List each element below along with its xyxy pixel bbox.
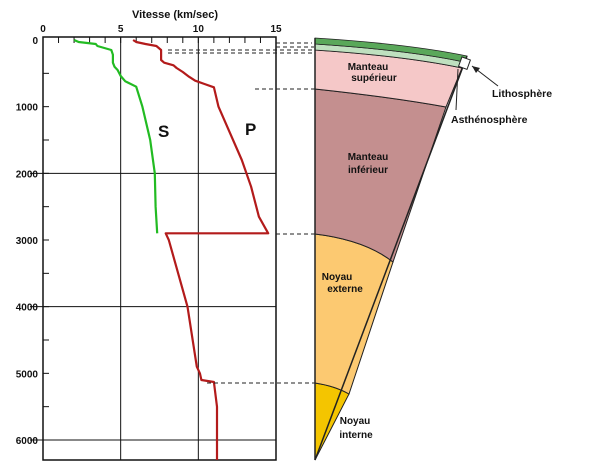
asthenosphere-callout-line	[455, 68, 459, 111]
asthenosphere-callout-label: Asthénosphère	[451, 114, 528, 126]
label-outer-core-line2: externe	[327, 284, 363, 295]
label-lower-mantle-line2: inférieur	[348, 165, 388, 176]
x-tick-labels: 0 5 10 15	[40, 24, 282, 35]
x-tick-label-0: 0	[40, 24, 46, 35]
lithosphere-callout-label: Lithosphère	[492, 88, 552, 100]
y-tick-label-6000: 6000	[16, 436, 39, 447]
y-tick-label-3000: 3000	[16, 236, 39, 247]
layer-outer-core	[314, 233, 394, 395]
label-outer-core-line1: Noyau	[322, 272, 353, 283]
x-tick-label-10: 10	[193, 24, 205, 35]
p-series-label: P	[245, 120, 256, 139]
wedge-right-edge	[314, 55, 468, 461]
label-inner-core-line1: Noyau	[340, 416, 371, 427]
s-series-label: S	[158, 122, 169, 141]
axis-ticks	[43, 37, 261, 441]
label-lower-mantle-line1: Manteau	[348, 152, 389, 163]
x-tick-label-5: 5	[118, 24, 124, 35]
y-tick-label-2000: 2000	[16, 169, 39, 180]
label-upper-mantle-line1: Manteau	[348, 62, 389, 73]
boundary-connectors	[168, 42, 315, 384]
y-tick-label-4000: 4000	[16, 303, 39, 314]
plot-frame	[42, 36, 277, 461]
x-tick-label-15: 15	[270, 24, 282, 35]
lithosphere-arrowhead	[472, 66, 480, 73]
p-wave-velocity-curve	[132, 39, 270, 460]
earth-cross-section	[314, 37, 472, 461]
y-tick-label-5000: 5000	[16, 369, 39, 380]
y-tick-label-1000: 1000	[16, 103, 39, 114]
chart-title: Vitesse (km/sec)	[132, 9, 218, 21]
label-upper-mantle-line2: supérieur	[351, 73, 397, 84]
s-wave-velocity-curve	[73, 38, 159, 234]
y-tick-labels: 0 1000 2000 3000 4000 5000 6000	[16, 36, 39, 447]
lithosphere-inset-box	[457, 56, 472, 71]
label-inner-core-line2: interne	[339, 430, 373, 441]
grid-lines	[30, 37, 276, 460]
y-tick-label-0: 0	[32, 36, 38, 47]
